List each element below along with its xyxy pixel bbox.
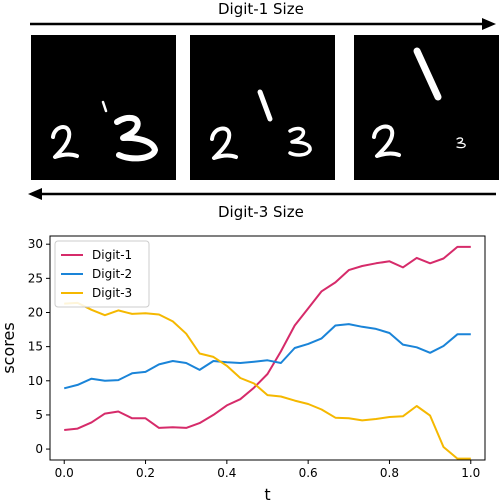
x-tick-label: 1.0 — [461, 466, 480, 480]
x-tick-label: 0.2 — [136, 466, 155, 480]
x-tick-label: 0.4 — [217, 466, 236, 480]
legend-box — [54, 240, 150, 308]
series-line-digit-2 — [63, 323, 471, 390]
x-tick-label: 0.8 — [380, 466, 399, 480]
y-tick-label: 0 — [35, 442, 43, 456]
series-line-digit-3 — [64, 301, 471, 460]
y-axis-label: scores — [0, 322, 18, 373]
scores-line-chart: 0.0 0.2 0.4 0.6 0.8 1.0 0 5 10 15 20 25 30 t scores Dig… — [0, 235, 486, 502]
image-panel-2 — [190, 35, 335, 180]
y-tick-label: 15 — [28, 340, 43, 354]
y-tick-label: 5 — [35, 408, 43, 422]
digit-3-stroke — [114, 114, 158, 162]
digit3-size-arrow — [28, 188, 496, 200]
image-panel-3 — [354, 35, 499, 180]
legend-label-digit-2: Digit-2 — [92, 267, 132, 281]
digit-1-stroke — [101, 100, 108, 113]
digit-2-stroke — [210, 126, 238, 160]
digit3-size-label: Digit-3 Size — [218, 203, 304, 221]
series-line-digit-1 — [64, 245, 471, 431]
y-tick-label: 20 — [28, 305, 43, 319]
digit-2-stroke — [51, 125, 79, 159]
plot-frame — [49, 235, 486, 461]
y-tick-label: 30 — [28, 237, 43, 251]
legend-label-digit-1: Digit-1 — [92, 248, 132, 262]
legend-label-digit-3: Digit-3 — [92, 286, 132, 300]
image-panel-1 — [31, 35, 176, 180]
digit1-size-arrow — [30, 18, 496, 30]
digit-2-stroke — [372, 124, 401, 158]
y-tick-label: 10 — [28, 374, 43, 388]
x-tick-label: 0.0 — [55, 466, 74, 480]
digit-3-stroke — [456, 137, 466, 149]
x-tick-label: 0.6 — [299, 466, 318, 480]
digit-1-stroke — [413, 47, 442, 101]
y-tick-label: 25 — [28, 271, 43, 285]
x-axis-label: t — [264, 485, 270, 502]
digit-1-stroke — [257, 89, 273, 122]
digit1-size-label: Digit-1 Size — [218, 0, 304, 18]
digit-3-stroke — [288, 126, 312, 157]
